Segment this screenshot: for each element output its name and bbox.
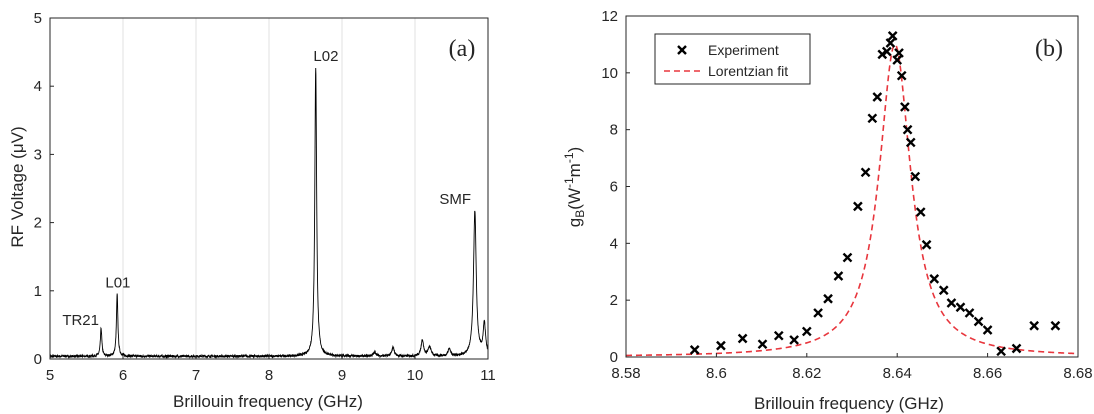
panel-a-label: (a) — [449, 36, 476, 62]
panel-b-label: (b) — [1035, 36, 1063, 62]
y-tick-label: 8 — [610, 122, 618, 139]
legend-entry-lorentzian-fit: Lorentzian fit — [664, 63, 788, 79]
panel-b-gain-chart: 8.58 8.6 8.62 8.64 8.66 8.68 0 2 4 6 8 10 12 Brillou… — [562, 8, 1093, 413]
ylabel-superscript-2: -1 — [562, 152, 576, 163]
legend-entry-experiment: Experiment — [677, 42, 779, 58]
experiment-point — [905, 137, 916, 148]
y-tick-label: 12 — [601, 8, 618, 25]
experiment-point — [946, 298, 957, 308]
experiment-point — [894, 48, 904, 58]
panel-b-ticks: 8.58 8.6 8.62 8.64 8.66 8.68 0 2 4 6 8 10 12 — [601, 8, 1092, 382]
y-tick-label: 10 — [601, 65, 618, 82]
panel-a-ticks: 5 6 7 8 9 10 11 0 1 2 3 4 5 — [34, 10, 496, 384]
ylabel-subscript: B — [573, 210, 587, 218]
peak-annotation-label: L01 — [105, 274, 130, 291]
experiment-point — [996, 346, 1007, 357]
experiment-point — [929, 274, 940, 284]
ylabel-open: (W — [565, 188, 584, 210]
x-tick-label: 9 — [338, 367, 346, 384]
experiment-point — [689, 345, 700, 355]
peak-annotation-label: TR21 — [62, 312, 99, 329]
experiment-point — [860, 167, 871, 178]
experiment-point — [842, 252, 853, 263]
experiment-point — [910, 171, 921, 182]
x-tick-label: 8 — [265, 367, 273, 384]
x-tick-label: 11 — [480, 367, 496, 384]
peak-annotation-label: SMF — [439, 191, 471, 208]
panel-b-legend: Experiment Lorentzian fit — [654, 33, 811, 85]
experiment-point — [902, 124, 913, 135]
x-tick-label: 8.64 — [883, 365, 912, 382]
experiment-point — [801, 326, 812, 337]
panel-b-ylabel-text: gB(W-1m-1) — [562, 147, 587, 227]
ylabel-main: g — [565, 218, 584, 227]
experiment-point — [773, 330, 784, 341]
experiment-point — [900, 102, 910, 112]
experiment-point — [813, 308, 823, 318]
panel-b-ylabel: gB(W-1m-1) — [562, 147, 587, 227]
experiment-point — [885, 38, 896, 48]
panel-b-plot-area — [625, 31, 1079, 357]
experiment-point — [881, 46, 892, 57]
y-tick-label: 2 — [34, 215, 42, 232]
experiment-point — [757, 339, 768, 350]
experiment-point — [938, 285, 949, 296]
x-tick-label: 8.68 — [1063, 365, 1092, 382]
panel-b-xlabel: Brillouin frequency (GHz) — [754, 394, 944, 413]
experiment-point — [853, 201, 863, 212]
experiment-point — [955, 302, 966, 313]
y-tick-label: 3 — [34, 146, 42, 163]
legend-entry-experiment-label: Experiment — [708, 42, 779, 58]
panel-a-ylabel: RF Voltage (μV) — [8, 126, 27, 247]
x-tick-label: 5 — [46, 367, 54, 384]
experiment-point — [1011, 343, 1022, 354]
y-tick-label: 4 — [610, 235, 618, 252]
experiment-point — [887, 31, 898, 41]
experiment-point — [1029, 320, 1040, 331]
experiment-point — [973, 316, 984, 327]
peak-annotation-label: L02 — [313, 48, 338, 65]
panel-a-grid — [122, 18, 416, 359]
x-tick-label: 8.62 — [792, 365, 821, 382]
experiment-point — [872, 92, 883, 102]
ylabel-close: ) — [565, 147, 584, 153]
x-tick-label: 10 — [407, 367, 424, 384]
lorentzian-fit-line — [625, 43, 1079, 357]
experiment-point — [833, 271, 844, 281]
y-tick-label: 2 — [610, 292, 618, 309]
experiment-point — [892, 55, 903, 65]
x-tick-label: 7 — [192, 367, 200, 384]
x-tick-label: 8.58 — [611, 365, 640, 382]
experiment-point — [867, 113, 878, 124]
experiment-point — [789, 335, 799, 345]
experiment-point — [982, 325, 993, 335]
experiment-point — [964, 308, 975, 318]
experiment-point — [921, 239, 932, 250]
experiment-point — [1050, 320, 1061, 331]
y-tick-label: 4 — [34, 78, 42, 95]
y-tick-label: 0 — [610, 349, 618, 366]
legend-x-marker-icon — [677, 45, 687, 55]
panel-a-annotations: TR21 L01 L02 SMF — [62, 48, 471, 329]
experiment-point — [823, 293, 833, 304]
y-tick-label: 5 — [34, 10, 42, 27]
y-tick-label: 1 — [34, 283, 42, 300]
legend-entry-lorentzian-fit-label: Lorentzian fit — [708, 63, 788, 79]
x-tick-label: 8.66 — [973, 365, 1002, 382]
legend-box — [654, 33, 811, 85]
x-tick-label: 8.6 — [706, 365, 727, 382]
experiment-point — [737, 333, 748, 344]
y-tick-label: 6 — [610, 179, 618, 196]
x-tick-label: 6 — [119, 367, 127, 384]
y-tick-label: 0 — [34, 351, 42, 368]
experiment-point — [915, 207, 926, 217]
ylabel-superscript-1: -1 — [562, 177, 576, 188]
panel-a-xlabel: Brillouin frequency (GHz) — [173, 392, 363, 411]
experiment-point — [896, 70, 907, 81]
ylabel-mid: m — [565, 163, 584, 177]
experiment-point — [716, 340, 726, 351]
panel-a-spectrum-chart: 5 6 7 8 9 10 11 0 1 2 3 4 5 TR21 L01 L02 SMF Brillouin … — [8, 10, 496, 411]
